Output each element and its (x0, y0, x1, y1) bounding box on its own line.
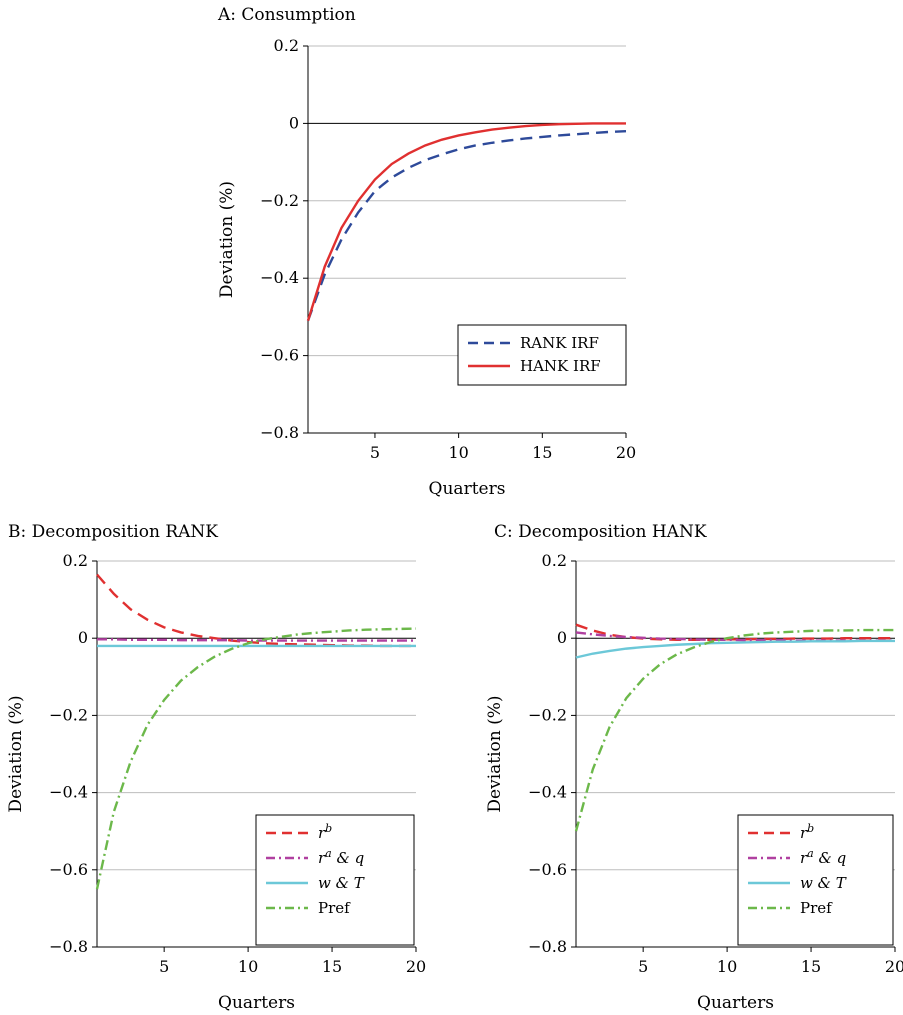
panel-title: B: Decomposition RANK (8, 522, 218, 542)
series-line (308, 123, 626, 320)
y-tick-label: −0.8 (260, 423, 299, 442)
x-tick-label: 10 (448, 443, 468, 462)
y-tick-label: −0.2 (528, 705, 567, 724)
y-tick-label: 0.2 (274, 36, 299, 55)
x-tick-label: 5 (159, 957, 169, 976)
y-axis-label: Deviation (%) (217, 181, 237, 298)
x-tick-label: 5 (638, 957, 648, 976)
legend: RANK IRF HANK IRF (458, 325, 626, 385)
y-tick-label: −0.2 (260, 191, 299, 210)
series-line (576, 630, 895, 831)
x-tick-label: 20 (406, 957, 426, 976)
y-tick-label: −0.4 (49, 783, 88, 802)
y-tick-label: −0.6 (260, 346, 299, 365)
y-tick-label: −0.8 (528, 937, 567, 956)
y-tick-label: 0.2 (542, 551, 567, 570)
x-tick-label: 5 (370, 443, 380, 462)
y-tick-label: −0.4 (528, 783, 567, 802)
x-tick-label: 15 (801, 957, 821, 976)
series-line (576, 641, 895, 658)
series-line (97, 575, 416, 646)
x-axis-label: Quarters (697, 993, 774, 1013)
legend-label: ra & q (800, 847, 846, 867)
x-axis-label: Quarters (429, 479, 506, 499)
legend-label: w & T (800, 874, 847, 892)
legend-label: HANK IRF (520, 357, 601, 375)
x-tick-label: 20 (616, 443, 636, 462)
x-axis-label: Quarters (218, 993, 295, 1013)
panel-title: C: Decomposition HANK (494, 522, 707, 542)
panel-b: B: Decomposition RANK 0.2 0 −0.2 −0.4 −0.6 −0.… (6, 522, 426, 1013)
y-tick-label: 0 (78, 628, 88, 647)
legend-label: Pref (318, 899, 351, 917)
panel-c: C: Decomposition HANK 0.2 0 −0.2 −0.4 −0.6 −0.… (485, 522, 903, 1013)
x-tick-label: 10 (238, 957, 258, 976)
x-tick-label: 10 (717, 957, 737, 976)
y-tick-label: −0.8 (49, 937, 88, 956)
y-tick-label: 0.2 (63, 551, 88, 570)
y-tick-label: 0 (557, 628, 567, 647)
y-tick-label: −0.6 (49, 860, 88, 879)
x-tick-label: 15 (532, 443, 552, 462)
series-line (308, 131, 626, 321)
y-axis-label: Deviation (%) (485, 695, 505, 812)
y-tick-label: −0.2 (49, 705, 88, 724)
legend-label: w & T (318, 874, 365, 892)
y-tick-label: −0.4 (260, 268, 299, 287)
x-tick-label: 15 (322, 957, 342, 976)
x-tick-label: 20 (885, 957, 903, 976)
y-tick-label: −0.6 (528, 860, 567, 879)
panel-a: A: Consumption 0.2 0 −0.2 −0.4 −0.6 −0.8 5 10 15 2… (217, 5, 636, 499)
legend-label: ra & q (318, 847, 364, 867)
legend-label: RANK IRF (520, 334, 599, 352)
panel-title: A: Consumption (217, 5, 356, 25)
legend-label: Pref (800, 899, 833, 917)
y-axis-label: Deviation (%) (6, 695, 26, 812)
y-tick-label: 0 (289, 113, 299, 132)
